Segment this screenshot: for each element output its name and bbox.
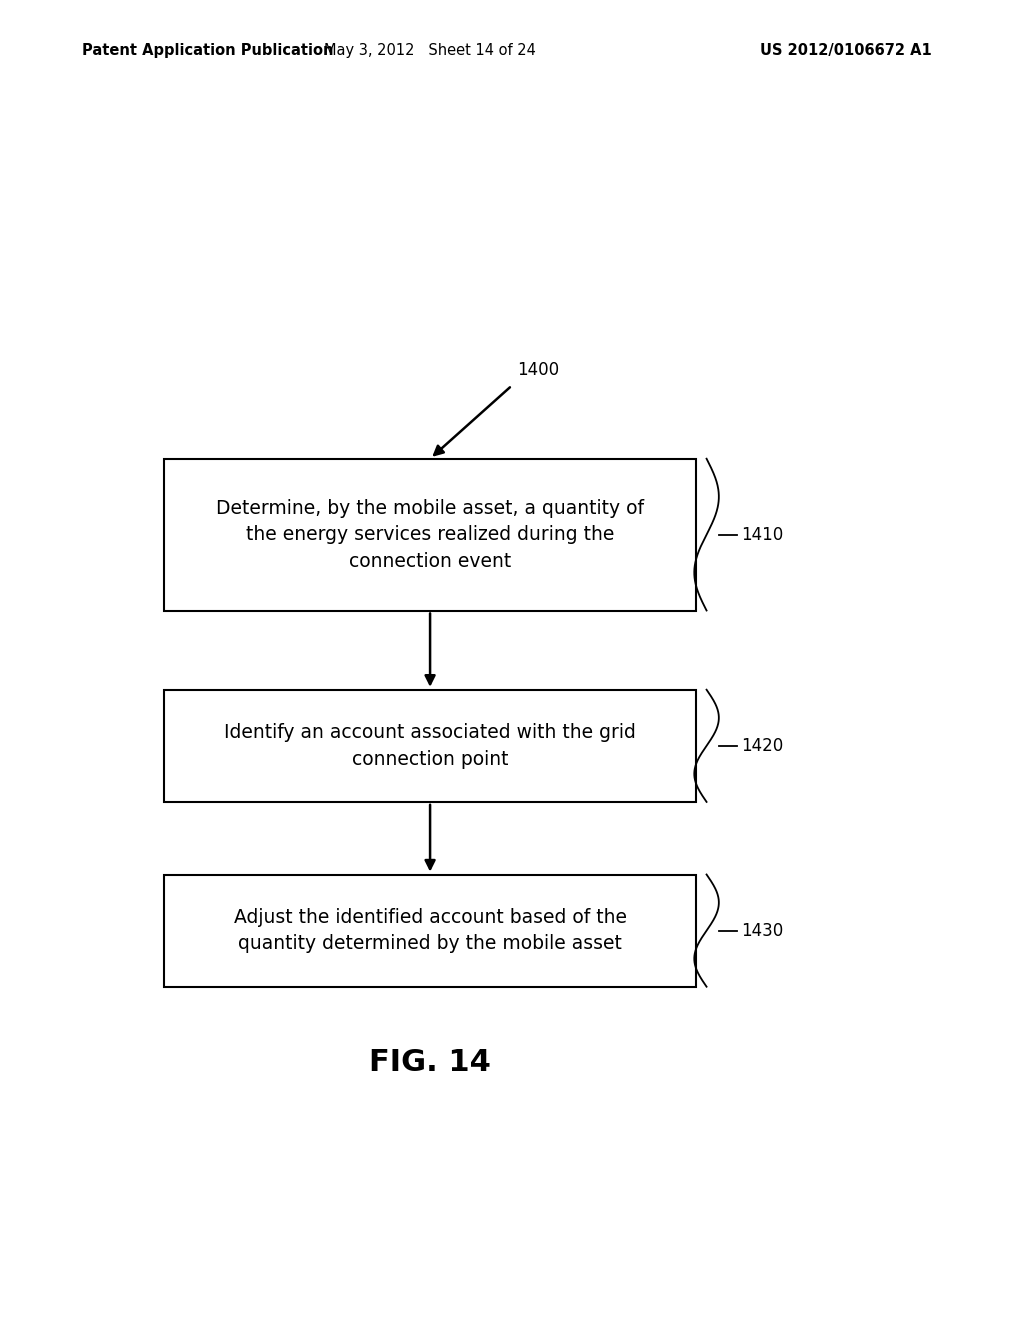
Text: 1410: 1410 <box>741 525 783 544</box>
FancyBboxPatch shape <box>164 459 696 610</box>
Text: Patent Application Publication: Patent Application Publication <box>82 42 334 58</box>
FancyBboxPatch shape <box>164 689 696 801</box>
Text: 1400: 1400 <box>517 360 559 379</box>
Text: FIG. 14: FIG. 14 <box>369 1048 492 1077</box>
Text: US 2012/0106672 A1: US 2012/0106672 A1 <box>760 42 932 58</box>
Text: 1430: 1430 <box>741 921 783 940</box>
Text: Adjust the identified account based of the
quantity determined by the mobile ass: Adjust the identified account based of t… <box>233 908 627 953</box>
Text: Identify an account associated with the grid
connection point: Identify an account associated with the … <box>224 723 636 768</box>
FancyBboxPatch shape <box>164 874 696 987</box>
Text: 1420: 1420 <box>741 737 783 755</box>
Text: Determine, by the mobile asset, a quantity of
the energy services realized durin: Determine, by the mobile asset, a quanti… <box>216 499 644 570</box>
Text: May 3, 2012   Sheet 14 of 24: May 3, 2012 Sheet 14 of 24 <box>325 42 536 58</box>
